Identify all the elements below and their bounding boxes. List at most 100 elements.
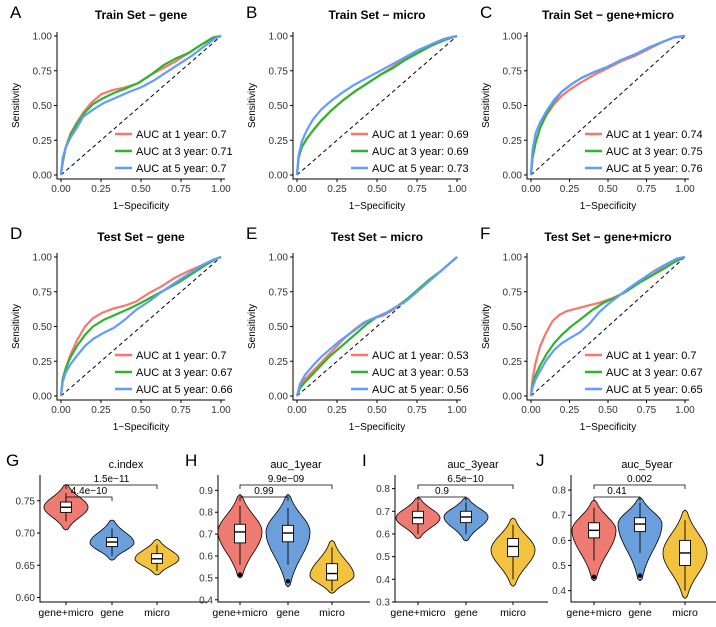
- y-tick-label: 0.00: [503, 171, 523, 182]
- x-tick-label: micro: [319, 607, 345, 619]
- legend-label: AUC at 5 year: 0.73: [372, 163, 469, 175]
- panel-title: Test Set − gene: [97, 230, 185, 244]
- y-tick-label: 0.25: [503, 357, 523, 368]
- roc-panel-d: D Test Set − gene 0.00 0.00 0.25 0.25 0.50 0.50…: [10, 224, 233, 433]
- axis-lines: [292, 32, 461, 180]
- y-axis-label: Sensitivity: [481, 83, 492, 128]
- roc-panel-a: A Train Set − gene 0.00 0.00 0.25 0.25 0.50 0.5…: [10, 3, 233, 212]
- legend-label: AUC at 1 year: 0.7: [136, 129, 227, 141]
- panel-letter: A: [10, 3, 22, 22]
- y-tick-label: 0.70: [16, 529, 36, 540]
- roc-panel-b: B Train Set − micro 0.00 0.00 0.25 0.25 0.50 0.…: [246, 3, 469, 212]
- x-tick-label: gene: [276, 607, 300, 619]
- x-tick-label: 1.00: [447, 184, 467, 195]
- x-tick-label: 0.25: [91, 405, 111, 416]
- x-tick-label: 1.00: [675, 184, 695, 195]
- panel-letter: D: [10, 224, 22, 243]
- p-value-label: 0.9: [435, 486, 449, 497]
- outlier-point: [237, 572, 243, 577]
- p-value-label: 0.41: [607, 486, 627, 497]
- legend-label: AUC at 3 year: 0.71: [136, 146, 233, 158]
- axis-lines: [570, 475, 716, 603]
- outlier-point: [591, 574, 597, 580]
- y-tick-label: 0.00: [269, 171, 289, 182]
- x-tick-label: 0.00: [51, 405, 71, 416]
- legend-label: AUC at 3 year: 0.75: [606, 146, 703, 158]
- legend-label: AUC at 3 year: 0.67: [136, 367, 233, 379]
- x-tick-label: micro: [144, 607, 170, 619]
- y-tick-label: 0.4: [376, 575, 390, 586]
- legend-label: AUC at 5 year: 0.56: [372, 384, 469, 396]
- panel-letter: F: [480, 224, 490, 243]
- p-value-label: 0.002: [627, 474, 652, 485]
- x-tick-label: 0.75: [171, 405, 191, 416]
- y-tick-label: 0.8: [552, 486, 566, 497]
- significance-bracket: [65, 484, 158, 489]
- legend-label: AUC at 3 year: 0.69: [372, 146, 469, 158]
- x-tick-label: micro: [500, 607, 526, 619]
- x-tick-label: gene: [454, 607, 478, 619]
- panel-letter: H: [185, 451, 197, 470]
- x-tick-label: micro: [672, 607, 698, 619]
- x-tick-label: gene+micro: [38, 607, 93, 619]
- significance-bracket: [593, 496, 641, 501]
- x-tick-label: 0.50: [598, 184, 618, 195]
- y-tick-label: 0.75: [33, 287, 53, 298]
- y-tick-label: 0.5: [376, 552, 390, 563]
- legend-label: AUC at 5 year: 0.66: [136, 384, 233, 396]
- y-tick-label: 0.75: [16, 496, 36, 507]
- axis-lines: [56, 32, 225, 180]
- roc-curve-3-year: [59, 255, 222, 397]
- y-tick-label: 0.6: [199, 552, 213, 563]
- x-axis-label: 1−Specificity: [349, 422, 405, 433]
- legend-label: AUC at 5 year: 0.76: [606, 163, 703, 175]
- roc-panel-f: F Test Set − gene+micro 0.00 0.00 0.25 0.25 0.…: [480, 224, 703, 433]
- roc-curve-3-year: [529, 255, 686, 397]
- y-tick-label: 0.9: [199, 486, 213, 497]
- legend-label: AUC at 3 year: 0.53: [372, 367, 469, 379]
- panel-letter: I: [362, 451, 367, 470]
- x-tick-label: gene+micro: [566, 607, 621, 619]
- axis-lines: [292, 253, 461, 401]
- x-tick-label: 0.75: [407, 405, 427, 416]
- x-tick-label: 0.25: [327, 405, 347, 416]
- diagonal-reference-line: [60, 256, 222, 397]
- y-tick-label: 0.50: [503, 322, 523, 333]
- x-tick-label: 1.00: [447, 405, 467, 416]
- y-tick-label: 0.7: [552, 511, 566, 522]
- legend-label: AUC at 5 year: 0.7: [136, 163, 227, 175]
- x-tick-label: 0.50: [598, 405, 618, 416]
- y-tick-label: 0.5: [552, 561, 566, 572]
- p-value-label: 1.5e−11: [94, 474, 130, 485]
- y-tick-label: 0.75: [33, 66, 53, 77]
- y-tick-label: 0.50: [269, 101, 289, 112]
- legend-label: AUC at 1 year: 0.53: [372, 350, 469, 362]
- roc-curve-5-year: [59, 255, 222, 397]
- x-tick-label: 0.75: [637, 405, 657, 416]
- axis-lines: [56, 253, 225, 401]
- legend-label: AUC at 1 year: 0.69: [372, 129, 469, 141]
- x-tick-label: 0.50: [367, 184, 387, 195]
- p-value-label: 0.99: [254, 486, 274, 497]
- legend-label: AUC at 5 year: 0.65: [606, 384, 703, 396]
- significance-bracket: [239, 484, 333, 489]
- roc-curve-5-year: [59, 34, 222, 176]
- roc-panel-e: E Test Set − micro 0.00 0.00 0.25 0.25 0.50 0.5…: [246, 224, 469, 433]
- x-tick-label: gene+micro: [212, 607, 267, 619]
- y-tick-label: 0.75: [503, 66, 523, 77]
- x-axis-label: 1−Specificity: [113, 422, 169, 433]
- p-value-label: 6.5e−10: [447, 474, 484, 485]
- diagonal-reference-line: [296, 35, 458, 176]
- y-tick-label: 0.60: [16, 593, 36, 604]
- x-tick-label: 0.25: [560, 405, 580, 416]
- roc-curve-5-year: [295, 34, 458, 176]
- roc-curve-5-year: [529, 34, 686, 176]
- significance-bracket: [239, 496, 289, 501]
- y-tick-label: 0.00: [269, 392, 289, 403]
- panel-letter: G: [6, 451, 19, 470]
- y-tick-label: 0.5: [199, 573, 213, 584]
- significance-bracket: [593, 484, 686, 489]
- panel-letter: E: [246, 224, 257, 243]
- y-tick-label: 0.25: [33, 357, 53, 368]
